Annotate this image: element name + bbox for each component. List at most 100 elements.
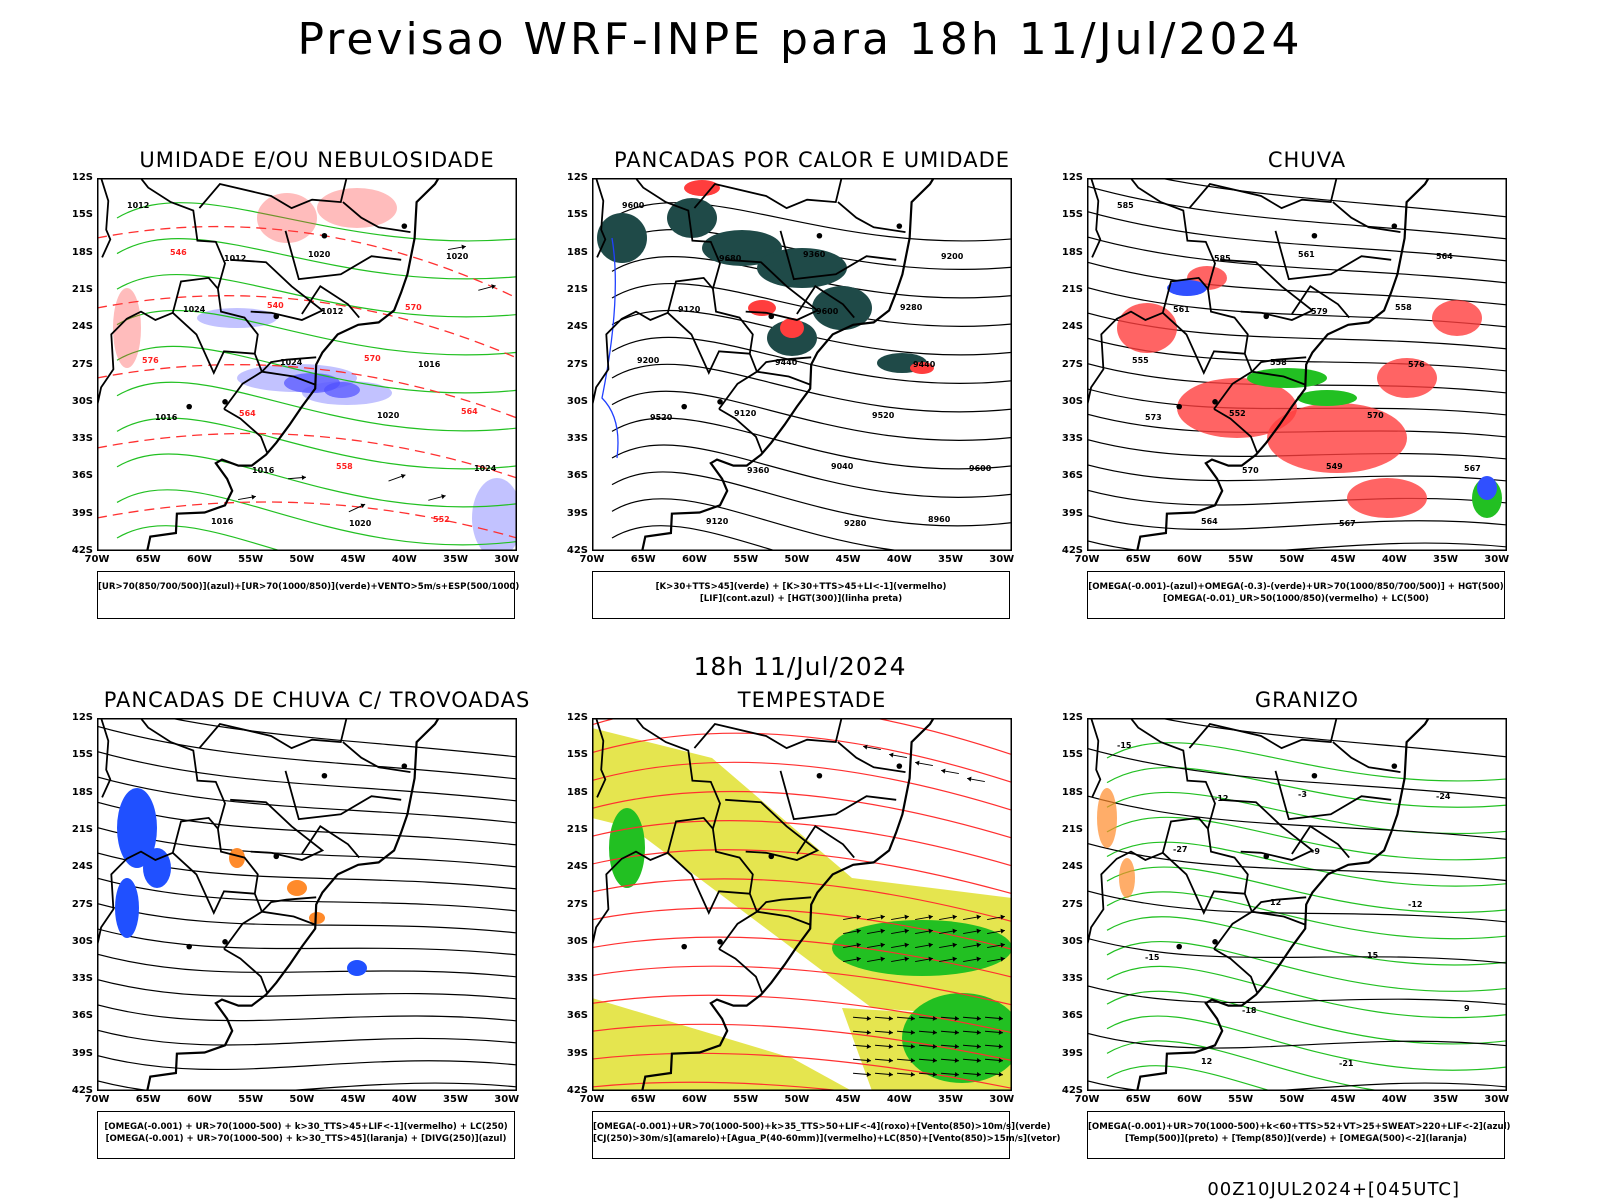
contour-label: 1016 [418,360,441,369]
contour-label: 1024 [474,464,497,473]
lat-tick-label: 15S [71,209,93,221]
lat-tick-label: 27S [1061,358,1083,370]
legend-line: [OMEGA(-0.001) + UR>70(1000-500) + k>30_… [104,1122,508,1132]
lon-tick-label: 65W [135,554,161,565]
contour-label: -21 [1339,1059,1354,1068]
panel-title: TEMPESTADE [737,688,887,712]
lon-tick-label: 30W [1484,1094,1510,1105]
lon-tick-label: 70W [579,1094,605,1105]
contour-label: 9040 [831,462,854,471]
map-area: 1012 1012 1012 1016 1016 1016 1020 1020 1024 1024… [72,172,519,565]
contour-label: 15 [1367,951,1379,960]
contour-label: 1020 [308,250,331,259]
contour-label: 1024 [183,305,206,314]
legend-line: [OMEGA(-0.001) + UR>70(1000-500) + k>30_… [105,1134,507,1144]
contour-label: 564 [461,407,478,416]
lon-tick-label: 35W [443,1094,468,1105]
map-graphic [592,718,1012,1091]
map-panel: GRANIZO -15 -12 -9 -12 -15 -18 -21 -24 -27 12 15 9 12… [1062,688,1527,1168]
lat-tick-label: 42S [1061,1085,1083,1096]
lat-tick-label: 18S [1061,246,1083,258]
contour-label: 564 [1436,252,1453,261]
contour-label: 573 [1145,413,1162,422]
lon-tick-label: 40W [886,554,912,565]
contour-label: 570 [1367,411,1384,420]
lat-tick-label: 30S [71,935,93,947]
map-panel: TEMPESTADE 12S 15S 18S 21S 24S 27S 30S 33S 36S 39S… [567,688,1060,1168]
contour-label: 9200 [941,252,964,261]
contour-label: -3 [1298,790,1307,799]
lon-tick-label: 70W [84,1094,110,1105]
contour-label: 570 [1242,466,1259,475]
lat-tick-label: 24S [71,321,93,333]
contour-label: 564 [1201,517,1218,526]
map-area: 12S 15S 18S 21S 24S 27S 30S 33S 36S 39S 42S 70W 65W 6… [567,712,1014,1105]
panel-legend: [OMEGA(-0.001) + UR>70(1000-500) + k>30_… [97,1111,515,1159]
lon-tick-label: 45W [1330,554,1356,565]
lat-tick-label: 39S [1061,1047,1083,1059]
lon-tick-label: 55W [238,554,264,565]
lon-tick-label: 35W [1433,1094,1458,1105]
lat-tick-label: 42S [1061,545,1083,556]
lon-tick-label: 50W [1279,1094,1305,1105]
contour-label: 1024 [280,358,303,367]
contour-label: 576 [142,356,159,365]
lon-tick-label: 30W [494,554,520,565]
lon-tick-label: 35W [1433,554,1458,565]
lat-tick-label: 33S [1061,973,1083,985]
lat-tick-label: 39S [566,1047,588,1059]
lat-tick-label: 21S [71,823,93,835]
lat-tick-label: 39S [71,1047,93,1059]
lat-tick-label: 21S [71,283,93,295]
contour-label: 552 [433,515,450,524]
lon-tick-label: 55W [1228,554,1254,565]
map-graphic [97,718,517,1091]
lon-tick-label: 60W [186,1094,212,1105]
lon-tick-label: 55W [733,1094,759,1105]
contour-label: 9280 [844,519,867,528]
lat-tick-label: 42S [566,1085,588,1096]
lon-tick-label: 40W [391,1094,417,1105]
lat-tick-label: 39S [71,507,93,519]
panel-title: UMIDADE E/OU NEBULOSIDADE [139,148,495,172]
lon-tick-label: 65W [1125,1094,1151,1105]
panel-legend: [UR>70(850/700/500)](azul)+[UR>70(1000/8… [97,571,519,619]
lat-tick-label: 21S [1061,283,1083,295]
contour-label: 1012 [224,254,246,263]
lat-tick-label: 27S [566,898,588,910]
lon-tick-label: 45W [340,1094,366,1105]
contour-label: 1012 [321,307,343,316]
lon-tick-label: 45W [835,554,861,565]
lat-tick-label: 42S [71,1085,93,1096]
legend-line: [OMEGA(-0.01)_UR>50(1000/850)(vermelho) … [1163,594,1429,604]
lat-tick-label: 27S [1061,898,1083,910]
lon-tick-label: 50W [784,1094,810,1105]
contour-label: 567 [1339,519,1356,528]
lat-tick-label: 24S [566,321,588,333]
lat-tick-label: 42S [566,545,588,556]
lat-tick-label: 42S [71,545,93,556]
contour-label: 12 [1270,898,1281,907]
contour-label: 549 [1326,462,1343,471]
lon-tick-label: 35W [443,554,468,565]
contour-label: 564 [239,409,256,418]
contour-label: 576 [1408,360,1425,369]
lat-tick-label: 36S [71,470,93,482]
lat-tick-label: 39S [1061,507,1083,519]
lat-tick-label: 36S [71,1010,93,1022]
lat-tick-label: 33S [1061,433,1083,445]
lon-tick-label: 55W [238,1094,264,1105]
lat-tick-label: 12S [1061,172,1083,183]
contour-label: 9200 [637,356,660,365]
lon-tick-label: 70W [579,554,605,565]
lon-tick-label: 70W [1074,554,1100,565]
contour-label: -15 [1117,741,1132,750]
contour-label: 561 [1173,305,1190,314]
contour-label: 585 [1117,201,1134,210]
panel-title: PANCADAS POR CALOR E UMIDADE [613,148,1011,172]
lat-tick-label: 24S [1061,861,1083,873]
lat-tick-label: 27S [71,898,93,910]
legend-line: [Temp(500)](preto) + [Temp(850)](verde) … [1125,1134,1467,1144]
lon-tick-label: 50W [289,554,315,565]
lon-tick-label: 65W [630,554,656,565]
